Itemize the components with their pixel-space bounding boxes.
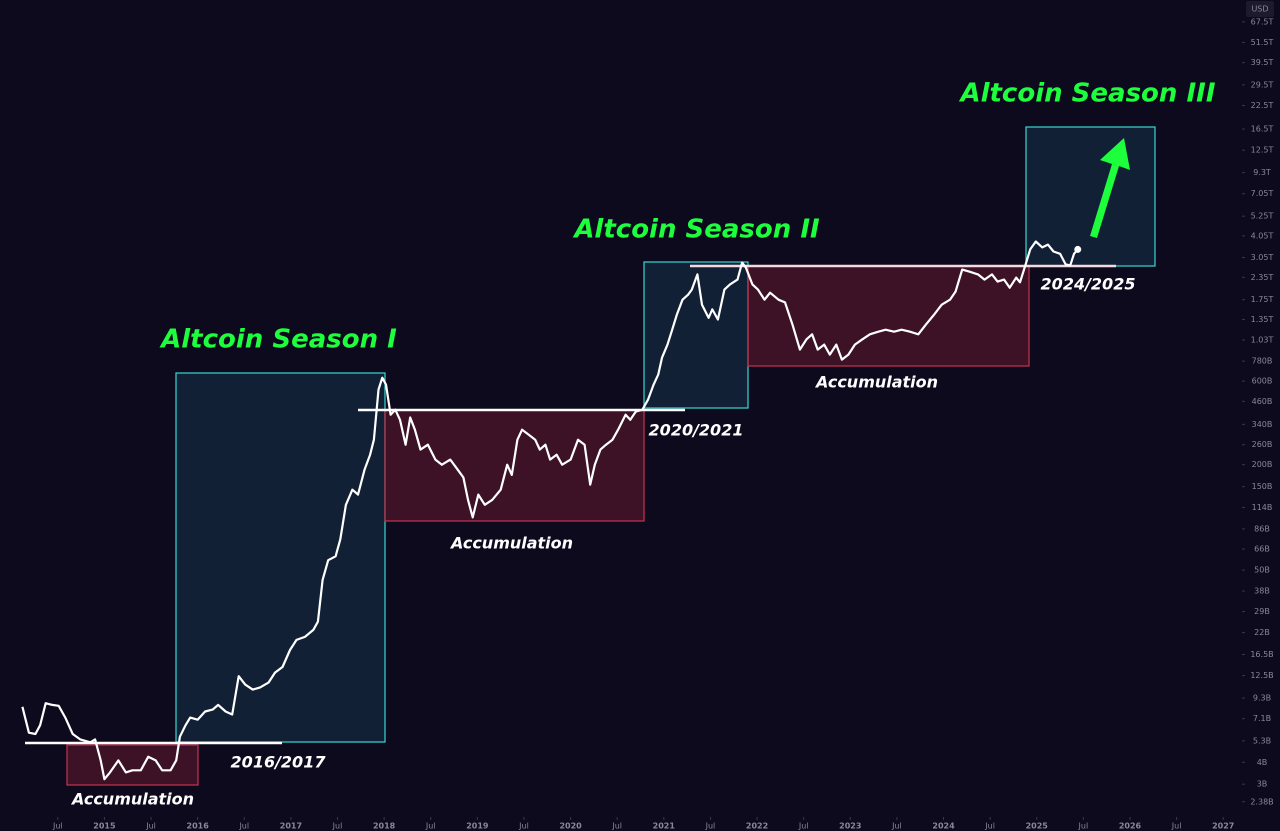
accumulation-label: Accumulation <box>70 790 194 809</box>
y-tick-label: 39.5T <box>1251 58 1274 67</box>
x-tick-label: 2024 <box>932 822 955 831</box>
y-tick-label: 1.35T <box>1251 315 1274 324</box>
x-tick-label: 2017 <box>280 822 302 831</box>
currency-badge <box>1246 1 1274 17</box>
end-dot <box>1074 245 1082 253</box>
accumulation-zone <box>66 744 199 786</box>
season-label: Altcoin Season I <box>159 325 397 355</box>
x-tick-label: Jul <box>518 822 529 831</box>
x-tick-label: Jul <box>1171 822 1182 831</box>
arrow <box>1090 138 1130 238</box>
x-tick-label: 2021 <box>653 822 676 831</box>
y-tick-label: 16.5B <box>1250 650 1273 659</box>
season-label: Altcoin Season II <box>572 215 820 245</box>
y-tick-label: 66B <box>1254 545 1270 554</box>
x-tick-label: 2022 <box>746 822 768 831</box>
y-tick-label: 4B <box>1257 758 1268 767</box>
y-tick-label: 7.05T <box>1251 189 1274 198</box>
period-label: 2016/2017 <box>231 753 327 772</box>
x-tick-label: 2015 <box>93 822 116 831</box>
x-tick-label: Jul <box>798 822 809 831</box>
x-tick-label: 2018 <box>373 822 396 831</box>
y-tick-label: 38B <box>1254 587 1270 596</box>
y-tick-label: 50B <box>1254 566 1270 575</box>
y-tick-label: 7.1B <box>1253 714 1271 723</box>
accumulation-label: Accumulation <box>449 534 573 553</box>
x-tick-label: 2016 <box>187 822 210 831</box>
y-tick-label: 22.5T <box>1251 101 1274 110</box>
season-label: Altcoin Season III <box>958 79 1215 109</box>
accumulation-zone <box>747 265 1030 367</box>
x-tick-label: 2026 <box>1119 822 1142 831</box>
y-tick-label: 2.35T <box>1251 273 1274 282</box>
y-tick-label: 3.05T <box>1251 253 1274 262</box>
y-tick-label: 29B <box>1254 607 1270 616</box>
x-tick-label: Jul <box>984 822 995 831</box>
y-tick-label: 9.3B <box>1253 694 1271 703</box>
y-tick-label: 1.03T <box>1251 336 1274 345</box>
y-tick-label: 3B <box>1257 780 1268 789</box>
period-label: 2020/2021 <box>649 421 744 440</box>
x-tick-label: Jul <box>332 822 343 831</box>
season-zone <box>175 372 386 743</box>
x-tick-label: Jul <box>891 822 902 831</box>
x-tick-label: Jul <box>705 822 716 831</box>
y-tick-label: 4.05T <box>1251 231 1274 240</box>
y-tick-label: 16.5T <box>1251 125 1274 134</box>
y-tick-label: 86B <box>1254 524 1270 533</box>
series-line <box>21 240 1079 781</box>
y-tick-label: 22B <box>1254 628 1270 637</box>
x-tick-label: Jul <box>238 822 249 831</box>
y-tick-label: 29.5T <box>1251 80 1274 89</box>
y-tick-label: 114B <box>1252 503 1273 512</box>
x-tick-label: 2027 <box>1212 822 1234 831</box>
x-tick-label: 2025 <box>1026 822 1049 831</box>
period-label: 2024/2025 <box>1041 275 1136 294</box>
x-tick-label: 2019 <box>466 822 489 831</box>
x-tick-label: Jul <box>1078 822 1089 831</box>
y-tick-label: 9.3T <box>1253 168 1271 177</box>
y-tick-label: 67.5T <box>1251 17 1274 26</box>
season-zone <box>643 261 749 409</box>
x-tick-label: Jul <box>425 822 436 831</box>
y-tick-label: 260B <box>1252 440 1273 449</box>
accumulation-zone <box>384 409 645 522</box>
y-tick-label: 1.75T <box>1251 295 1274 304</box>
x-tick-label: Jul <box>52 822 63 831</box>
y-tick-label: 150B <box>1252 482 1273 491</box>
y-tick-label: 5.25T <box>1251 212 1274 221</box>
x-tick-label: 2023 <box>839 822 861 831</box>
y-tick-label: 12.5T <box>1251 146 1274 155</box>
plot: 2.38B 3B 4B 5.3B 7.1B 9.3B 12.5B 16.5B 22B 29B 38B… <box>21 17 1274 831</box>
accumulation-label: Accumulation <box>814 373 938 392</box>
currency-label: USD <box>1251 5 1268 14</box>
y-tick-label: 2.38B <box>1250 797 1273 806</box>
x-tick-label: Jul <box>611 822 622 831</box>
y-tick-label: 5.3B <box>1253 736 1271 745</box>
y-tick-label: 340B <box>1252 420 1273 429</box>
y-tick-label: 200B <box>1252 460 1273 469</box>
x-tick-label: Jul <box>145 822 156 831</box>
x-tick-label: 2020 <box>559 822 582 831</box>
y-tick-label: 460B <box>1252 397 1273 406</box>
y-tick-label: 600B <box>1252 377 1273 386</box>
season-zone <box>1025 126 1156 267</box>
y-tick-label: 12.5B <box>1250 671 1273 680</box>
y-tick-label: 51.5T <box>1251 38 1274 47</box>
y-tick-label: 780B <box>1252 357 1273 366</box>
